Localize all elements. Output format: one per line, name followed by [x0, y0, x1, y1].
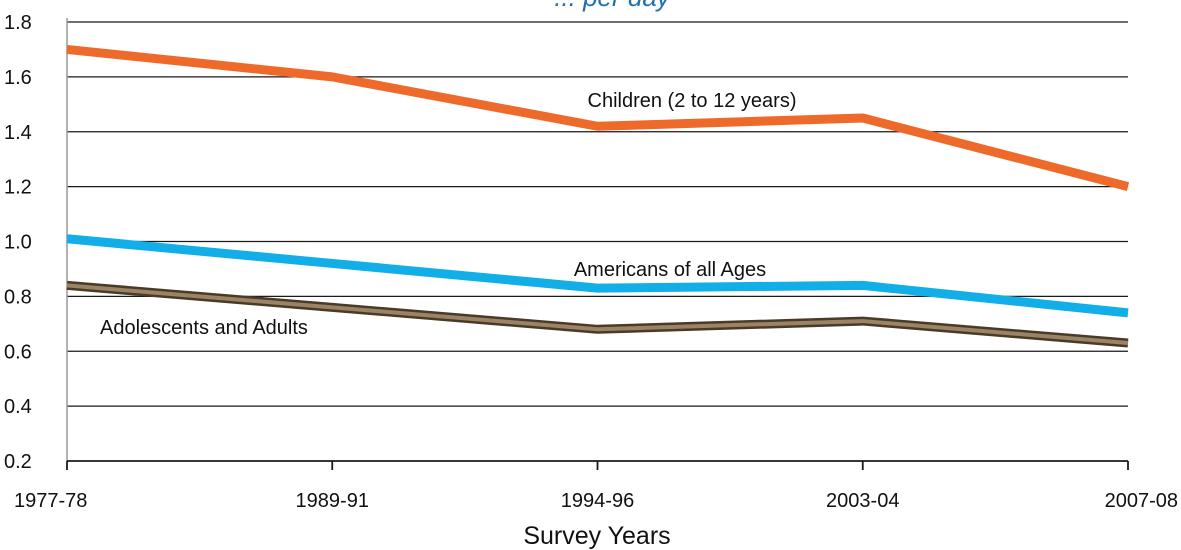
- gridlines: [67, 21, 1128, 407]
- series-labels: Children (2 to 12 years) Americans of all…: [100, 90, 796, 339]
- series-lines: [66, 44, 1130, 348]
- y-tick-label: 1.4: [4, 122, 32, 144]
- chart-title: ... per day: [554, 0, 672, 12]
- series-line-children: [66, 44, 1130, 191]
- series-label: Americans of all Ages: [574, 259, 766, 281]
- y-tick-label: 1.6: [4, 67, 32, 89]
- series-label: Adolescents and Adults: [100, 317, 308, 339]
- x-tick-label: 1977-78: [14, 490, 87, 512]
- x-tick-label: 2003-04: [826, 490, 899, 512]
- x-tick-label: 1989-91: [296, 490, 369, 512]
- y-tick-label: 0.4: [4, 396, 32, 418]
- y-tick-label: 0.6: [4, 341, 32, 363]
- series-label: Children (2 to 12 years): [588, 90, 797, 112]
- y-tick-label: 0.2: [4, 451, 32, 473]
- axes: 0.2 0.4 0.6 0.8 1.0 1.2 1.4 1.6 1.8 1977-78 1989-9…: [4, 12, 1178, 512]
- x-tick-label: 1994-96: [561, 490, 634, 512]
- x-tick-label: 2007-08: [1105, 490, 1178, 512]
- y-tick-label: 1.8: [4, 12, 32, 34]
- y-tick-label: 0.8: [4, 286, 32, 308]
- x-axis-title: Survey Years: [523, 522, 670, 550]
- y-tick-label: 1.0: [4, 232, 32, 254]
- y-tick-label: 1.2: [4, 177, 32, 199]
